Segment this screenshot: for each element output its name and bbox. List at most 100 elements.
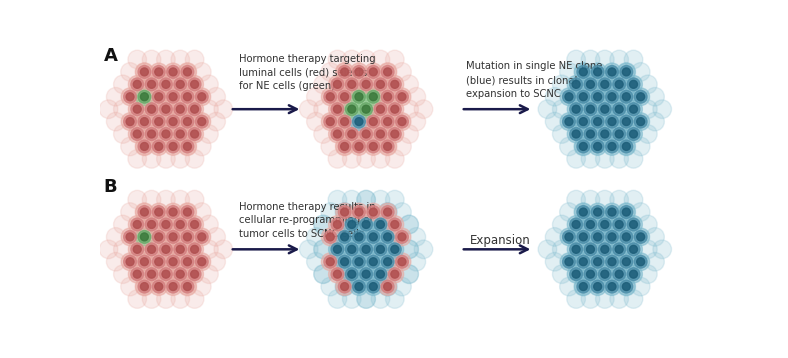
Circle shape [618,137,635,155]
Circle shape [371,290,390,308]
Circle shape [552,265,571,284]
Circle shape [138,140,151,153]
Circle shape [138,231,151,243]
Circle shape [343,125,361,143]
Circle shape [634,255,647,268]
Circle shape [360,128,373,140]
Circle shape [340,282,348,291]
Circle shape [355,142,363,150]
Circle shape [623,258,630,266]
Circle shape [385,190,404,209]
Circle shape [645,228,664,246]
Circle shape [391,245,399,253]
Circle shape [552,215,571,234]
Circle shape [623,142,630,150]
Circle shape [136,88,153,106]
Circle shape [343,150,361,168]
Circle shape [591,280,604,293]
Circle shape [152,255,165,268]
Circle shape [624,50,643,69]
Circle shape [331,128,344,140]
Circle shape [381,231,394,243]
Circle shape [157,76,175,93]
Circle shape [314,75,333,94]
Circle shape [159,103,173,116]
Circle shape [198,118,206,126]
Circle shape [138,206,151,218]
Circle shape [345,268,359,281]
Circle shape [136,253,153,271]
Circle shape [143,190,161,209]
Circle shape [364,88,382,106]
Circle shape [143,50,161,69]
Circle shape [167,206,180,218]
Circle shape [384,118,392,126]
Circle shape [385,150,404,168]
Circle shape [147,221,155,228]
Circle shape [326,233,334,241]
Circle shape [186,100,203,118]
Circle shape [188,78,201,91]
Circle shape [627,78,640,91]
Circle shape [634,231,647,243]
Circle shape [138,255,151,268]
Circle shape [618,278,635,295]
Circle shape [131,268,143,281]
Circle shape [336,137,354,156]
Circle shape [169,118,177,126]
Circle shape [620,140,633,153]
Circle shape [355,208,363,216]
Circle shape [307,87,325,106]
Circle shape [572,130,580,138]
Circle shape [147,270,155,278]
Circle shape [177,130,184,138]
Circle shape [164,253,182,271]
Circle shape [135,63,154,81]
Circle shape [326,93,334,101]
Circle shape [364,63,382,81]
Circle shape [331,243,344,256]
Text: Mutation in single NE clone
(blue) results in clonal
expansion to SCNC: Mutation in single NE clone (blue) resul… [466,62,603,99]
Circle shape [608,142,616,150]
Circle shape [620,90,633,103]
Circle shape [154,258,163,266]
Circle shape [367,90,380,103]
Circle shape [608,282,616,291]
Circle shape [106,252,125,271]
Circle shape [329,265,346,283]
Circle shape [131,103,143,116]
Circle shape [128,241,146,258]
Circle shape [186,265,203,283]
Circle shape [179,137,196,155]
Circle shape [340,118,348,126]
Circle shape [630,130,637,138]
Circle shape [136,203,153,221]
Circle shape [579,208,587,216]
Circle shape [333,80,341,88]
Circle shape [623,208,630,216]
Circle shape [135,277,154,296]
Circle shape [133,221,141,228]
Circle shape [184,142,191,150]
Circle shape [154,68,163,76]
Circle shape [128,265,146,283]
Circle shape [385,290,404,308]
Circle shape [381,206,394,218]
Circle shape [352,255,366,268]
Circle shape [360,103,373,116]
Circle shape [164,88,182,106]
Circle shape [613,268,626,281]
Circle shape [370,258,377,266]
Circle shape [631,137,650,156]
Circle shape [177,105,184,113]
Circle shape [586,245,594,253]
Circle shape [171,190,190,209]
Circle shape [172,76,189,93]
Circle shape [345,243,359,256]
Circle shape [152,206,165,218]
Circle shape [374,128,387,140]
Circle shape [582,190,600,209]
Circle shape [152,280,165,293]
Circle shape [570,218,582,231]
Circle shape [374,268,387,281]
